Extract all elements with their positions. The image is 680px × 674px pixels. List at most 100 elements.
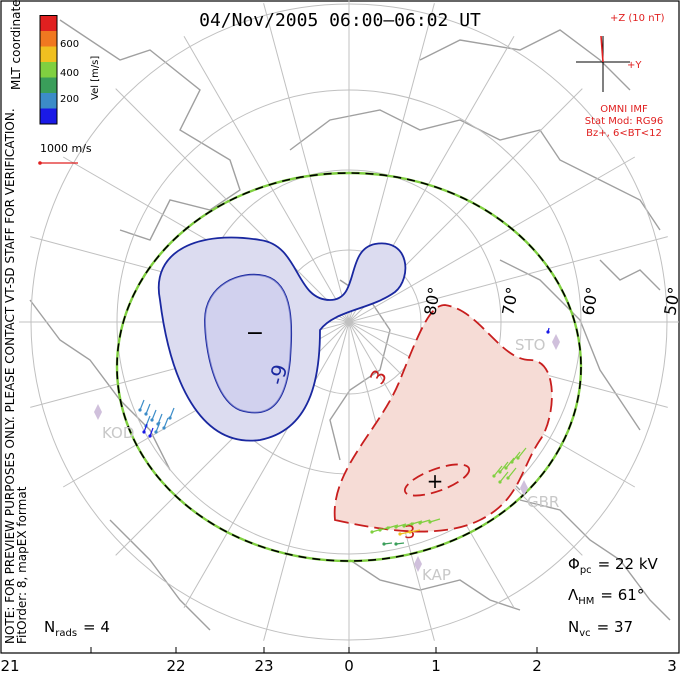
- vector-scale-label: 1000 m/s: [40, 142, 92, 155]
- mlt-label-1: 1: [431, 657, 441, 674]
- colorbar-frame: [39, 15, 58, 125]
- velocity-vector-origin: [162, 426, 166, 430]
- vector-scale-dot: [38, 161, 42, 165]
- lat-label-50: 50°: [660, 286, 680, 317]
- velocity-vector: [151, 409, 157, 421]
- mlt-label-23: 23: [254, 657, 273, 674]
- velocity-vector: [507, 467, 517, 479]
- velocity-vector: [499, 461, 509, 473]
- colorbar-tick-400: 400: [60, 68, 79, 79]
- positive-contour-outer: [333, 304, 553, 533]
- velocity-vector-origin: [144, 412, 148, 416]
- velocity-vector-origin: [492, 474, 496, 478]
- velocity-vector-origin: [378, 528, 382, 532]
- colorbar-swatch: [40, 108, 57, 124]
- imf-vector: [600, 35, 604, 63]
- station-label-kap: KAP: [422, 566, 451, 584]
- velocity-vector-origin: [506, 476, 510, 480]
- velocity-vector-origin: [546, 330, 550, 334]
- velocity-vector: [163, 417, 169, 429]
- mlt-label-22: 22: [166, 657, 185, 674]
- velocity-vector: [511, 451, 521, 463]
- positive-contour-inner: [403, 463, 471, 497]
- velocity-vector-origin: [516, 456, 520, 460]
- mlt-label-0: 0: [344, 657, 354, 674]
- coordinates-label: MLT coordinates: [9, 0, 23, 90]
- velocity-vector-origin: [154, 430, 158, 434]
- imf-model: Stat Mod: RG96: [585, 116, 664, 127]
- colorbar-swatch: [40, 62, 57, 78]
- imf-condition: Bz+, 6<BT<12: [586, 128, 662, 139]
- colorbar-swatch: [40, 77, 57, 93]
- max-potential-marker: +: [427, 469, 444, 493]
- velocity-colorbar: [39, 15, 58, 125]
- colorbar-label: Vel [m/s]: [90, 56, 101, 100]
- station-label-gbr: GBR: [527, 493, 559, 511]
- station-label-kod: KOD: [102, 424, 134, 442]
- velocity-vector-origin: [504, 466, 508, 470]
- imf-source: OMNI IMF: [600, 104, 648, 115]
- velocity-vectors: [138, 327, 550, 546]
- mlt-label-21: 21: [0, 657, 19, 674]
- velocity-vector-origin: [402, 524, 406, 528]
- station-label-sto: STO: [515, 336, 546, 354]
- imf-bz-label: +Z (10 nT): [610, 13, 665, 24]
- velocity-vector: [169, 407, 175, 419]
- velocity-vector-origin: [498, 470, 502, 474]
- colorbar-swatch: [40, 46, 57, 62]
- velocity-vector-origin: [510, 460, 514, 464]
- velocity-vector-origin: [398, 532, 402, 536]
- fit-order-info: FitOrder: 8, mapEX format: [15, 486, 29, 644]
- velocity-vector: [517, 447, 527, 459]
- mlt-label-3: 3: [667, 657, 677, 674]
- lat-label-70: 70°: [498, 286, 522, 317]
- velocity-vector: [409, 529, 421, 533]
- mlt-axis: 21 22 23 0 1 2 3: [0, 647, 677, 674]
- velocity-vector-origin: [428, 520, 432, 524]
- stat-phi-pc: Φpc = 22 kV: [568, 555, 659, 576]
- velocity-vector-origin: [382, 542, 386, 546]
- velocity-vector-origin: [394, 525, 398, 529]
- positive-cell-fill: [334, 305, 552, 532]
- hm-boundary: [116, 172, 582, 562]
- velocity-vector: [493, 465, 503, 477]
- mlt-label-2: 2: [532, 657, 542, 674]
- velocity-vector-origin: [138, 408, 142, 412]
- velocity-vector-origin: [142, 430, 146, 434]
- velocity-vector-origin: [168, 416, 172, 420]
- velocity-vector: [155, 421, 161, 433]
- imf-panel: +Z (10 nT) +Y OMNI IMF Stat Mod: RG96 Bz…: [576, 13, 665, 139]
- lat-label-80: 80°: [420, 286, 444, 317]
- velocity-vector: [145, 403, 151, 415]
- velocity-vector: [419, 519, 431, 524]
- velocity-vector-origin: [370, 530, 374, 534]
- preview-watermark: NOTE: FOR PREVIEW PURPOSES ONLY. PLEASE …: [3, 108, 17, 644]
- velocity-vector-origin: [418, 521, 422, 525]
- colorbar-tick-600: 600: [60, 39, 79, 50]
- coastlines: [29, 19, 671, 631]
- velocity-vector: [499, 471, 509, 483]
- velocity-vector: [139, 399, 145, 411]
- velocity-vector: [429, 518, 441, 523]
- velocity-vector: [505, 457, 515, 469]
- colorbar-swatch: [40, 93, 57, 109]
- velocity-vector: [157, 413, 163, 425]
- imf-by-label: +Y: [627, 60, 642, 71]
- min-potential-marker: −: [246, 321, 264, 346]
- station-markers: [94, 334, 560, 572]
- colorbar-swatch: [40, 15, 57, 31]
- stat-n-rads: Nrads = 4: [44, 618, 110, 639]
- negative-contour-outer: [157, 236, 407, 442]
- stat-lambda-hm: ΛHM = 61°: [568, 586, 644, 607]
- colorbar-tick-200: 200: [60, 94, 79, 105]
- velocity-vector-origin: [498, 480, 502, 484]
- negative-inner-fill: [205, 274, 292, 413]
- velocity-vector: [399, 531, 411, 535]
- velocity-vector-origin: [148, 434, 152, 438]
- velocity-vector-origin: [150, 418, 154, 422]
- map-title: 04/Nov/2005 06:00–06:02 UT: [199, 10, 481, 31]
- velocity-vector-origin: [386, 526, 390, 530]
- velocity-vector-origin: [408, 530, 412, 534]
- colorbar-swatch: [40, 31, 57, 47]
